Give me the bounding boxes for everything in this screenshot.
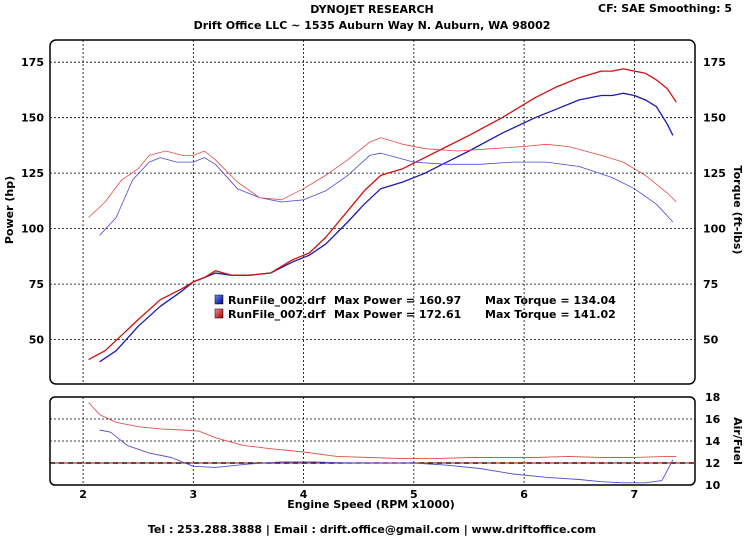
x-tick-label: 4 (300, 488, 308, 501)
air-fuel-tick-label: 18 (705, 391, 720, 404)
air-fuel-tick-label: 10 (705, 479, 721, 492)
y-tick-label: 75 (29, 278, 44, 291)
legend-max-torque: Max Torque = 134.04 (485, 294, 616, 307)
legend-swatch-run-002 (214, 294, 224, 305)
y-tick-label: 50 (29, 334, 45, 347)
air-fuel-tick-label: 14 (705, 435, 721, 448)
y2-tick-label: 100 (703, 223, 726, 236)
y-axis-label-torque: Torque (ft-lbs) (731, 166, 744, 255)
air-fuel-tick-label: 16 (705, 413, 721, 426)
legend-max-power: Max Power = 172.61 (334, 308, 461, 321)
y2-tick-label: 150 (703, 112, 726, 125)
series-line-power-runfile-007-drf (88, 68, 677, 361)
power-torque-panel: 50 50 75 75 100 100 125 125 150 150 175 175 (21, 39, 726, 385)
air-fuel-line-runfile-007-drf (88, 402, 677, 460)
x-axis-label: Engine Speed (RPM x1000) (287, 498, 455, 511)
y-axis-label-air-fuel: Air/Fuel (731, 417, 744, 465)
plot-frame (49, 39, 696, 385)
series-line-torque-runfile-002-drf (99, 152, 674, 236)
correction-factor-label: CF: SAE Smoothing: 5 (598, 2, 732, 15)
y-axis-label-power: Power (hp) (3, 176, 16, 244)
y2-tick-label: 50 (703, 334, 719, 347)
legend: RunFile_002.drf Max Power = 160.97 Max T… (214, 294, 616, 321)
y2-tick-label: 125 (703, 167, 726, 180)
footer-contact: Tel : 253.288.3888 | Email : drift.offic… (147, 523, 597, 536)
y-tick-label: 100 (21, 223, 44, 236)
y-tick-label: 125 (21, 167, 44, 180)
air-fuel-line-runfile-002-drf (99, 429, 674, 484)
y2-tick-label: 175 (703, 56, 726, 69)
x-tick-label: 5 (410, 488, 418, 501)
air-fuel-panel: 10 12 14 16 18 2 3 4 5 6 7 (49, 391, 721, 501)
chart-title: DYNOJET RESEARCH (310, 3, 434, 16)
legend-run-name: RunFile_007.drf (228, 308, 326, 321)
x-tick-label: 7 (631, 488, 639, 501)
air-fuel-tick-label: 12 (705, 457, 720, 470)
y-tick-label: 175 (21, 56, 44, 69)
x-tick-label: 3 (190, 488, 198, 501)
x-tick-label: 6 (520, 488, 528, 501)
shop-address: Drift Office LLC ~ 1535 Auburn Way N. Au… (193, 19, 551, 32)
legend-swatch-run-007 (214, 308, 224, 319)
y2-tick-label: 75 (703, 278, 718, 291)
series-line-torque-runfile-007-drf (88, 137, 677, 218)
legend-max-torque: Max Torque = 141.02 (485, 308, 616, 321)
legend-max-power: Max Power = 160.97 (334, 294, 461, 307)
x-tick-label: 2 (79, 488, 87, 501)
y-tick-label: 150 (21, 112, 44, 125)
legend-run-name: RunFile_002.drf (228, 294, 326, 307)
